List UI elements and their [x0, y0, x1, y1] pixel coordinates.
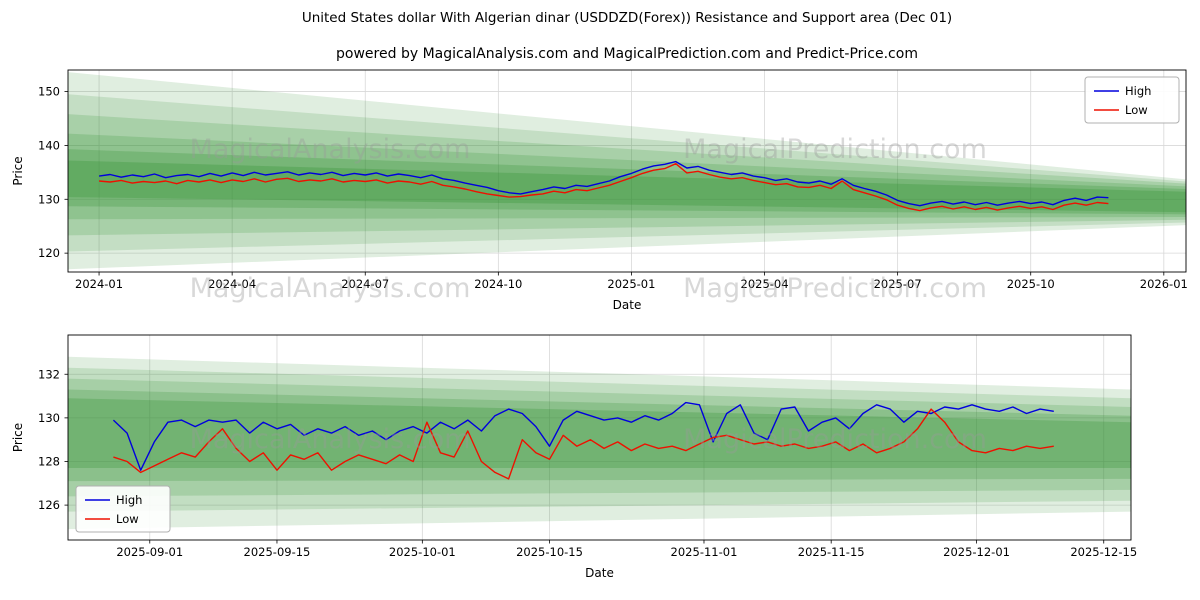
tick-marks-and-labels: 2025-09-01 2025-09-15 2025-10-01 2025-10-15…: [38, 367, 1137, 559]
x-tick-label: 2025-10: [1007, 277, 1055, 291]
top-chart: 2024-01 2024-04 2024-07 2024-10 2025-01 2025-…: [11, 69, 1188, 312]
high-line: [112, 401, 1054, 471]
legend-label-low: Low: [116, 512, 139, 526]
x-tick-label: 2025-11-01: [671, 545, 738, 559]
legend-box: [1084, 76, 1180, 124]
band: [68, 356, 1131, 530]
y-tick-label: 140: [38, 138, 60, 152]
x-tick-label: 2024-04: [208, 277, 256, 291]
band: [68, 378, 1131, 497]
grid-lines: [68, 335, 1131, 540]
x-tick-label: 2025-09-01: [116, 545, 183, 559]
y-tick-label: 130: [38, 192, 60, 206]
x-axis-label: Date: [585, 566, 614, 580]
tick-marks-and-labels: 2024-01 2024-04 2024-07 2024-10 2025-01 2025-…: [38, 85, 1188, 291]
band: [68, 133, 1186, 220]
legend: High Low: [1084, 76, 1180, 124]
y-tick-label: 126: [38, 498, 60, 512]
low-line: [99, 163, 1109, 212]
watermark-text: MagicalAnalysis.com: [190, 273, 471, 304]
support-resistance-bands: [68, 356, 1131, 530]
x-tick-label: 2025-01: [607, 277, 655, 291]
x-tick-label: 2025-11-15: [798, 545, 865, 559]
y-tick-label: 130: [38, 411, 60, 425]
x-axis-label: Date: [613, 298, 642, 312]
low-line: [113, 408, 1054, 480]
legend-box: [75, 485, 171, 533]
x-tick-label: 2024-01: [75, 277, 123, 291]
x-tick-label: 2025-07: [874, 277, 922, 291]
band: [68, 160, 1186, 213]
y-tick-label: 120: [38, 246, 60, 260]
support-resistance-bands: [68, 72, 1186, 270]
figure-subtitle: powered by MagicalAnalysis.com and Magic…: [336, 46, 918, 62]
watermark-text: MagicalPrediction.com: [683, 134, 987, 165]
y-axis-label: Price: [11, 423, 25, 452]
watermark-text: MagicalAnalysis.com: [190, 424, 471, 455]
y-tick-label: 150: [38, 85, 60, 99]
x-tick-label: 2024-10: [474, 277, 522, 291]
legend: High Low: [75, 485, 171, 533]
band: [68, 72, 1186, 270]
x-tick-label: 2025-12-15: [1070, 545, 1137, 559]
watermark-text: MagicalAnalysis.com: [190, 134, 471, 165]
watermark-text: MagicalPrediction.com: [683, 273, 987, 304]
legend-label-high: High: [116, 493, 142, 507]
x-tick-label: 2025-04: [741, 277, 789, 291]
legend-label-low: Low: [1125, 103, 1148, 117]
high-line: [98, 160, 1109, 207]
watermark-layer: MagicalAnalysis.com MagicalPrediction.com…: [190, 134, 987, 455]
band: [68, 149, 1186, 215]
x-tick-label: 2024-07: [341, 277, 389, 291]
band: [68, 94, 1186, 252]
figure-title: United States dollar With Algerian dinar…: [302, 10, 952, 26]
plot-background: [68, 70, 1186, 272]
axes-spines: [67, 69, 1187, 273]
x-tick-label: 2025-10-15: [516, 545, 583, 559]
watermark-text: MagicalPrediction.com: [683, 424, 987, 455]
band: [68, 367, 1131, 512]
legend-label-high: High: [1125, 84, 1151, 98]
x-tick-label: 2025-12-01: [943, 545, 1010, 559]
y-tick-label: 128: [38, 454, 60, 468]
y-tick-label: 132: [38, 367, 60, 381]
bottom-chart: 2025-09-01 2025-09-15 2025-10-01 2025-10-15…: [11, 334, 1137, 580]
x-tick-label: 2025-09-15: [244, 545, 311, 559]
x-tick-label: 2026-01: [1140, 277, 1188, 291]
plot-background: [68, 335, 1131, 540]
y-axis-label: Price: [11, 156, 25, 185]
axes-spines: [67, 334, 1132, 541]
x-tick-label: 2025-10-01: [389, 545, 456, 559]
band: [68, 398, 1131, 469]
